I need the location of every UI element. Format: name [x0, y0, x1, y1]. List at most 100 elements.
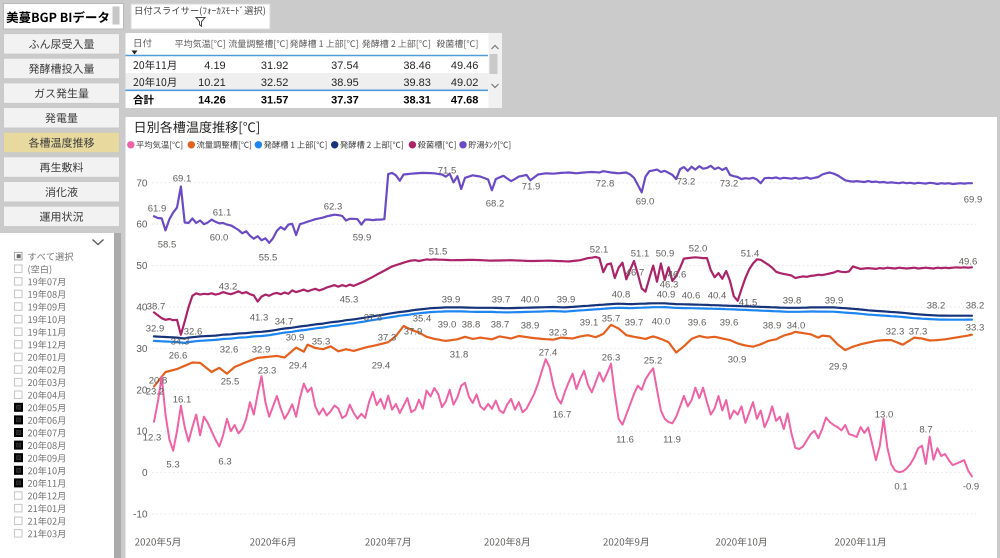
- svg-text:39.9: 39.9: [442, 295, 461, 306]
- svg-text:31.8: 31.8: [450, 350, 469, 361]
- svg-text:35.3: 35.3: [312, 337, 331, 348]
- svg-text:46.6: 46.6: [668, 270, 687, 281]
- svg-text:23.3: 23.3: [258, 366, 277, 377]
- svg-text:50: 50: [136, 261, 148, 272]
- svg-text:5.3: 5.3: [166, 460, 179, 471]
- svg-text:35.4: 35.4: [413, 314, 432, 325]
- svg-text:29.4: 29.4: [372, 361, 391, 372]
- svg-text:32.3: 32.3: [886, 327, 905, 338]
- svg-text:38.9: 38.9: [521, 321, 540, 332]
- svg-text:30.9: 30.9: [728, 355, 747, 366]
- svg-text:70: 70: [136, 178, 148, 189]
- svg-text:11.6: 11.6: [616, 435, 634, 446]
- svg-text:25.5: 25.5: [221, 377, 240, 388]
- svg-text:50.9: 50.9: [656, 249, 675, 260]
- svg-text:73.2: 73.2: [677, 177, 696, 188]
- svg-text:20.8: 20.8: [149, 376, 168, 387]
- svg-text:41.3: 41.3: [250, 313, 269, 324]
- svg-text:39.7: 39.7: [625, 318, 644, 329]
- svg-text:10: 10: [136, 427, 148, 438]
- svg-text:32.9: 32.9: [252, 345, 271, 356]
- svg-text:51.1: 51.1: [631, 249, 650, 260]
- svg-text:39.6: 39.6: [688, 318, 707, 329]
- svg-text:37.8: 37.8: [364, 313, 383, 324]
- svg-text:72.8: 72.8: [596, 179, 615, 190]
- svg-text:32.3: 32.3: [549, 328, 568, 339]
- svg-text:29.4: 29.4: [289, 361, 308, 372]
- svg-text:71.5: 71.5: [438, 166, 457, 177]
- svg-text:39.9: 39.9: [825, 296, 844, 307]
- svg-text:69.0: 69.0: [636, 197, 655, 208]
- svg-text:12.3: 12.3: [143, 433, 162, 444]
- svg-text:16.7: 16.7: [553, 410, 572, 421]
- svg-text:61.9: 61.9: [148, 204, 167, 215]
- svg-text:73.2: 73.2: [720, 179, 739, 190]
- svg-text:-0.9: -0.9: [963, 482, 979, 493]
- svg-text:68.2: 68.2: [486, 199, 505, 210]
- svg-text:43.2: 43.2: [219, 282, 238, 293]
- svg-text:37.54: 37.54: [331, 60, 359, 72]
- svg-text:38.31: 38.31: [403, 95, 431, 107]
- svg-text:71.9: 71.9: [522, 182, 541, 193]
- svg-text:40.0: 40.0: [652, 317, 671, 328]
- svg-text:38.7: 38.7: [147, 302, 166, 313]
- svg-text:40.9: 40.9: [657, 290, 676, 301]
- svg-text:69.1: 69.1: [173, 174, 192, 185]
- svg-text:27.4: 27.4: [539, 348, 558, 359]
- svg-text:51.5: 51.5: [429, 247, 448, 258]
- svg-text:4.19: 4.19: [204, 60, 225, 72]
- svg-text:40: 40: [136, 303, 148, 314]
- svg-text:34.7: 34.7: [275, 317, 294, 328]
- svg-text:59.9: 59.9: [353, 233, 372, 244]
- svg-text:32.52: 32.52: [261, 77, 289, 89]
- svg-text:46.3: 46.3: [660, 280, 679, 291]
- svg-text:32.6: 32.6: [184, 327, 203, 338]
- svg-text:39.0: 39.0: [438, 320, 457, 331]
- svg-text:41.5: 41.5: [739, 298, 758, 309]
- svg-text:60: 60: [136, 220, 148, 231]
- svg-text:6.3: 6.3: [218, 457, 231, 468]
- svg-text:34.3: 34.3: [171, 337, 190, 348]
- svg-text:52.0: 52.0: [689, 244, 708, 255]
- svg-text:37.9: 37.9: [404, 327, 423, 338]
- svg-text:39.9: 39.9: [557, 295, 576, 306]
- svg-text:49.6: 49.6: [959, 257, 978, 268]
- svg-text:38.8: 38.8: [462, 320, 481, 331]
- svg-text:8.7: 8.7: [919, 425, 932, 436]
- svg-text:13.0: 13.0: [875, 410, 894, 421]
- svg-text:30: 30: [136, 344, 148, 355]
- svg-text:55.5: 55.5: [259, 253, 278, 264]
- svg-text:26.3: 26.3: [602, 353, 621, 364]
- svg-text:49.02: 49.02: [451, 77, 479, 89]
- svg-text:30.9: 30.9: [286, 333, 305, 344]
- svg-text:60.0: 60.0: [210, 233, 229, 244]
- svg-text:40.6: 40.6: [682, 291, 701, 302]
- svg-text:25.2: 25.2: [644, 356, 663, 367]
- svg-text:23.2: 23.2: [146, 387, 165, 398]
- svg-text:39.6: 39.6: [720, 318, 739, 329]
- svg-text:38.46: 38.46: [403, 60, 431, 72]
- svg-text:58.5: 58.5: [158, 240, 177, 251]
- svg-text:38.7: 38.7: [491, 320, 510, 331]
- svg-text:11.9: 11.9: [663, 435, 681, 446]
- svg-text:35.7: 35.7: [602, 314, 621, 325]
- svg-text:10.21: 10.21: [198, 77, 226, 89]
- svg-text:39.1: 39.1: [580, 318, 599, 329]
- svg-text:-10: -10: [133, 510, 148, 521]
- svg-text:38.95: 38.95: [331, 77, 359, 89]
- svg-text:51.4: 51.4: [741, 249, 760, 260]
- svg-text:26.6: 26.6: [169, 351, 188, 362]
- svg-text:38.9: 38.9: [763, 321, 782, 332]
- svg-text:46.7: 46.7: [626, 268, 645, 279]
- svg-text:32.6: 32.6: [220, 345, 239, 356]
- svg-text:37.37: 37.37: [331, 95, 359, 107]
- svg-text:32.9: 32.9: [146, 324, 165, 335]
- svg-text:31.92: 31.92: [261, 60, 289, 72]
- svg-text:20: 20: [136, 385, 148, 396]
- svg-text:16.1: 16.1: [173, 395, 192, 406]
- svg-text:37.3: 37.3: [909, 327, 928, 338]
- svg-text:40.0: 40.0: [521, 295, 540, 306]
- svg-text:39.83: 39.83: [403, 77, 431, 89]
- svg-text:34.0: 34.0: [787, 321, 806, 332]
- svg-text:52.1: 52.1: [590, 245, 609, 256]
